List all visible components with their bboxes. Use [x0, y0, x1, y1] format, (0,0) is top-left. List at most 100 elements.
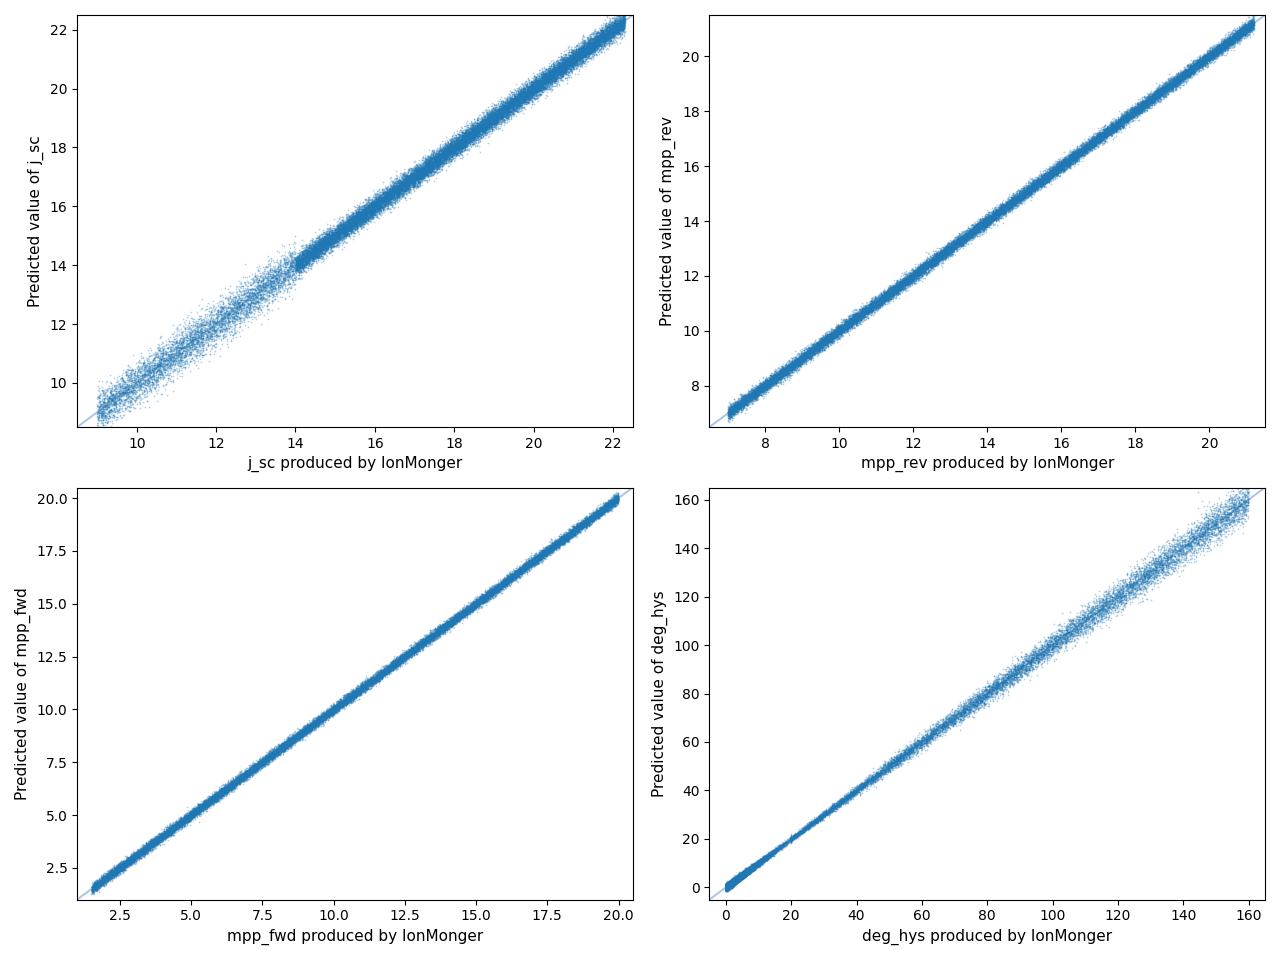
Point: [736, 866, 756, 881]
Point: [356, 202, 376, 217]
Point: [731, 868, 751, 883]
Point: [733, 869, 754, 884]
Point: [297, 718, 317, 733]
Point: [443, 615, 463, 631]
Point: [748, 854, 768, 870]
Point: [818, 328, 838, 344]
Point: [599, 30, 620, 45]
Point: [453, 606, 474, 621]
Point: [465, 128, 485, 143]
Point: [762, 373, 782, 389]
Point: [923, 717, 943, 732]
Point: [1060, 150, 1080, 165]
Point: [165, 814, 186, 829]
Point: [525, 555, 545, 570]
Point: [302, 719, 323, 734]
Point: [919, 721, 940, 736]
Point: [828, 795, 849, 810]
Point: [118, 387, 138, 402]
Point: [1169, 547, 1189, 563]
Point: [463, 596, 484, 612]
Point: [490, 578, 511, 593]
Point: [959, 227, 979, 242]
Point: [397, 182, 417, 198]
Point: [134, 843, 155, 858]
Point: [744, 859, 764, 875]
Point: [223, 776, 243, 791]
Point: [532, 67, 553, 83]
Point: [451, 605, 471, 620]
Point: [269, 741, 289, 756]
Point: [827, 324, 847, 339]
Point: [1207, 42, 1228, 58]
Point: [511, 93, 531, 108]
Point: [300, 717, 320, 732]
Point: [1117, 108, 1138, 124]
Point: [740, 389, 760, 404]
Point: [302, 252, 323, 267]
Point: [445, 610, 466, 625]
Point: [355, 209, 375, 225]
Point: [164, 348, 184, 364]
Point: [1080, 132, 1101, 148]
Point: [1192, 60, 1212, 75]
Point: [1153, 83, 1174, 98]
Point: [602, 15, 622, 31]
Point: [1060, 152, 1080, 167]
Point: [329, 227, 349, 242]
Point: [357, 677, 378, 692]
Point: [573, 50, 594, 65]
Point: [329, 700, 349, 715]
Point: [774, 365, 795, 380]
Point: [509, 99, 530, 114]
Point: [987, 206, 1007, 222]
Point: [973, 689, 993, 705]
Point: [401, 647, 421, 662]
Point: [301, 721, 321, 736]
Point: [262, 285, 283, 300]
Point: [517, 558, 538, 573]
Point: [1199, 48, 1220, 63]
Point: [243, 764, 264, 780]
Point: [920, 728, 941, 743]
Point: [762, 374, 782, 390]
Point: [342, 204, 362, 220]
Point: [1041, 641, 1061, 657]
Point: [988, 202, 1009, 217]
Point: [480, 580, 500, 595]
Point: [154, 345, 174, 360]
Point: [595, 33, 616, 48]
Point: [397, 172, 417, 187]
Point: [1073, 619, 1093, 635]
Point: [742, 859, 763, 875]
Point: [512, 561, 532, 576]
Point: [1133, 99, 1153, 114]
Point: [925, 723, 946, 738]
Point: [402, 166, 422, 181]
Point: [195, 796, 215, 811]
Point: [800, 348, 820, 364]
Point: [1025, 180, 1046, 196]
Point: [390, 183, 411, 199]
Point: [526, 555, 547, 570]
Point: [1144, 89, 1165, 105]
Point: [1071, 614, 1092, 630]
Point: [861, 300, 882, 315]
Point: [1044, 161, 1065, 177]
Point: [954, 231, 974, 247]
Point: [728, 868, 749, 883]
Point: [892, 276, 913, 292]
Point: [591, 505, 612, 520]
Point: [412, 164, 433, 180]
Point: [488, 578, 508, 593]
Point: [1011, 183, 1032, 199]
Point: [719, 876, 740, 892]
Point: [169, 815, 189, 830]
Point: [317, 708, 338, 723]
Point: [284, 731, 305, 746]
Point: [948, 233, 969, 249]
Point: [588, 503, 608, 518]
Point: [598, 28, 618, 43]
Point: [306, 241, 326, 256]
Point: [411, 167, 431, 182]
